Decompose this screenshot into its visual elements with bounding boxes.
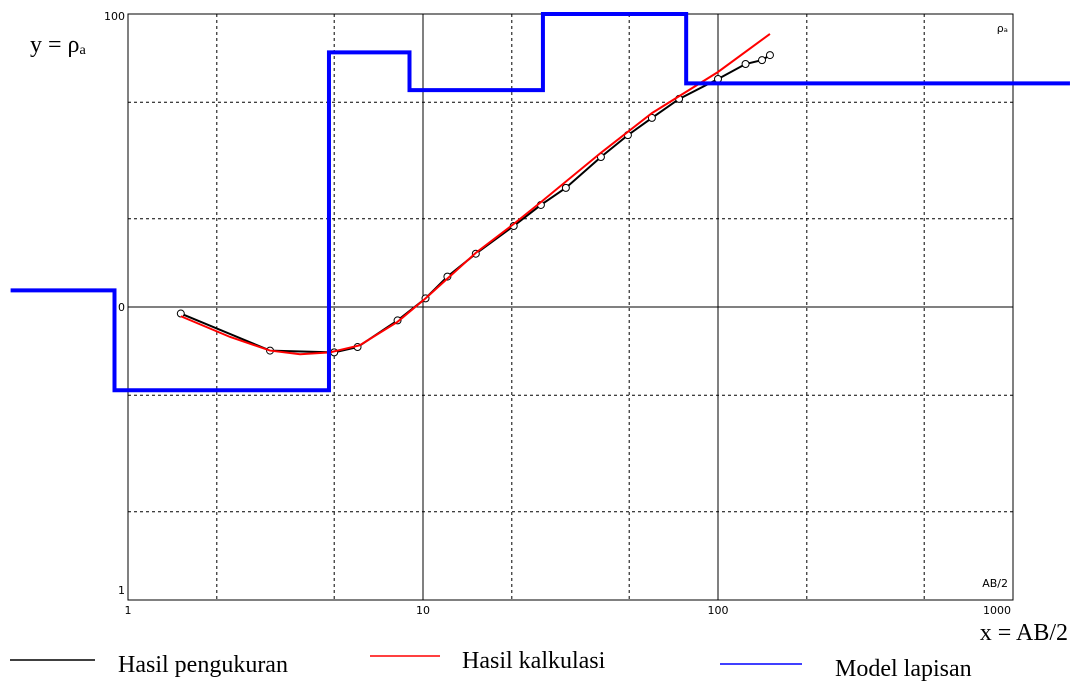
y-axis-label: y = ρₐ — [30, 32, 87, 58]
data-point — [758, 56, 767, 65]
y-tick-label: 0 — [118, 301, 125, 314]
data-point — [561, 183, 570, 192]
data-point — [765, 51, 774, 60]
legend-label: Hasil kalkulasi — [462, 648, 606, 674]
x-tick-label: 1 — [125, 604, 132, 617]
legend-label: Model lapisan — [835, 656, 972, 682]
series-line — [10, 12, 1070, 393]
x-tick-label: 1000 — [983, 604, 1011, 617]
data-point — [647, 113, 656, 122]
series-line — [180, 33, 771, 356]
y-tick-label: 100 — [104, 10, 125, 23]
y-corner-label: ρₐ — [997, 22, 1008, 35]
x-tick-label: 10 — [416, 604, 430, 617]
x-axis-label: x = AB/2 — [980, 620, 1068, 646]
data-point — [741, 60, 750, 69]
y-tick-label: 1 — [118, 584, 125, 597]
data-point — [176, 309, 185, 318]
legend-label: Hasil pengukuran — [118, 652, 288, 678]
x-tick-label: 100 — [708, 604, 729, 617]
x-corner-label: AB/2 — [982, 577, 1008, 590]
